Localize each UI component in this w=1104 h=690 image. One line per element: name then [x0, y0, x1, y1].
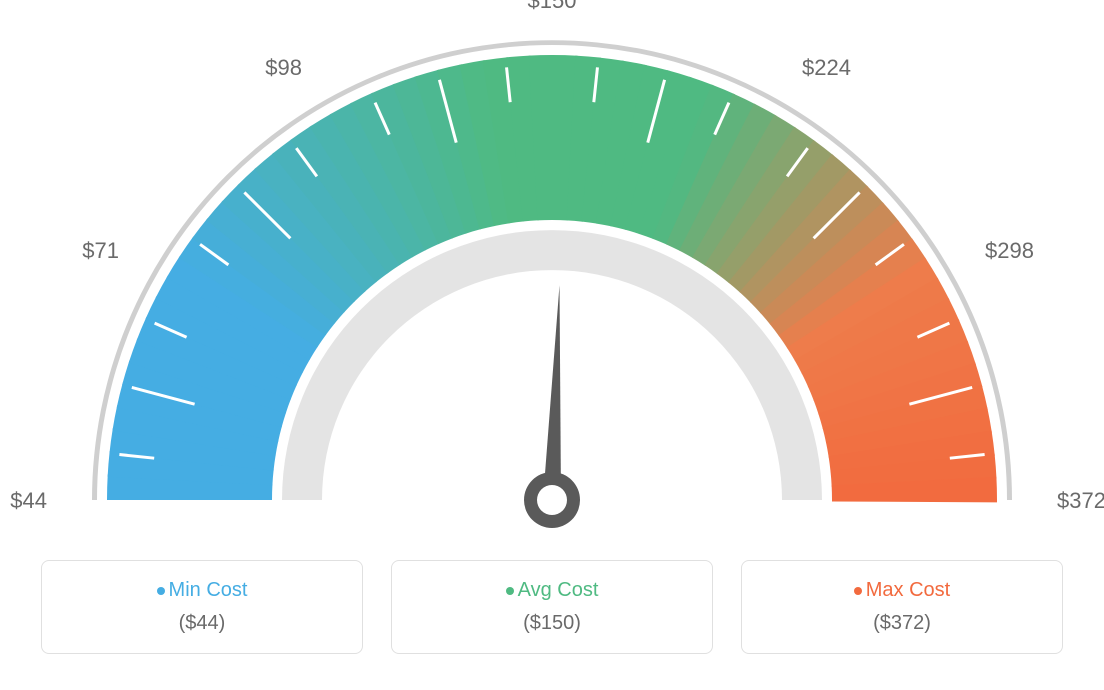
gauge-needle	[543, 285, 561, 500]
legend-label: Min Cost	[42, 579, 362, 602]
gauge-tick-label: $71	[82, 238, 119, 263]
gauge-tick-label: $298	[985, 238, 1034, 263]
legend-label-text: Min Cost	[169, 579, 248, 601]
gauge-svg: $44 $71 $98 $150 $224 $298 $372	[0, 0, 1104, 560]
legend-label: Avg Cost	[392, 579, 712, 602]
legend-card-avg-cost: Avg Cost ($150)	[391, 560, 713, 654]
gauge-tick-label: $44	[10, 488, 47, 513]
legend-row: Min Cost ($44) Avg Cost ($150) Max Cost ($372…	[0, 560, 1104, 654]
gauge-tick-label: $150	[528, 0, 577, 13]
legend-dot-icon	[157, 587, 165, 595]
legend-card-min-cost: Min Cost ($44)	[41, 560, 363, 654]
legend-value: ($372)	[742, 612, 1062, 635]
legend-value: ($44)	[42, 612, 362, 635]
legend-label-text: Max Cost	[866, 579, 950, 601]
gauge-tick-label: $224	[802, 55, 851, 80]
legend-dot-icon	[506, 587, 514, 595]
gauge-tick-label: $98	[265, 55, 302, 80]
gauge-tick-label: $372	[1057, 488, 1104, 513]
legend-card-max-cost: Max Cost ($372)	[741, 560, 1063, 654]
legend-value: ($150)	[392, 612, 712, 635]
cost-gauge: $44 $71 $98 $150 $224 $298 $372	[0, 0, 1104, 560]
legend-label: Max Cost	[742, 579, 1062, 602]
legend-dot-icon	[854, 587, 862, 595]
legend-label-text: Avg Cost	[518, 579, 599, 601]
